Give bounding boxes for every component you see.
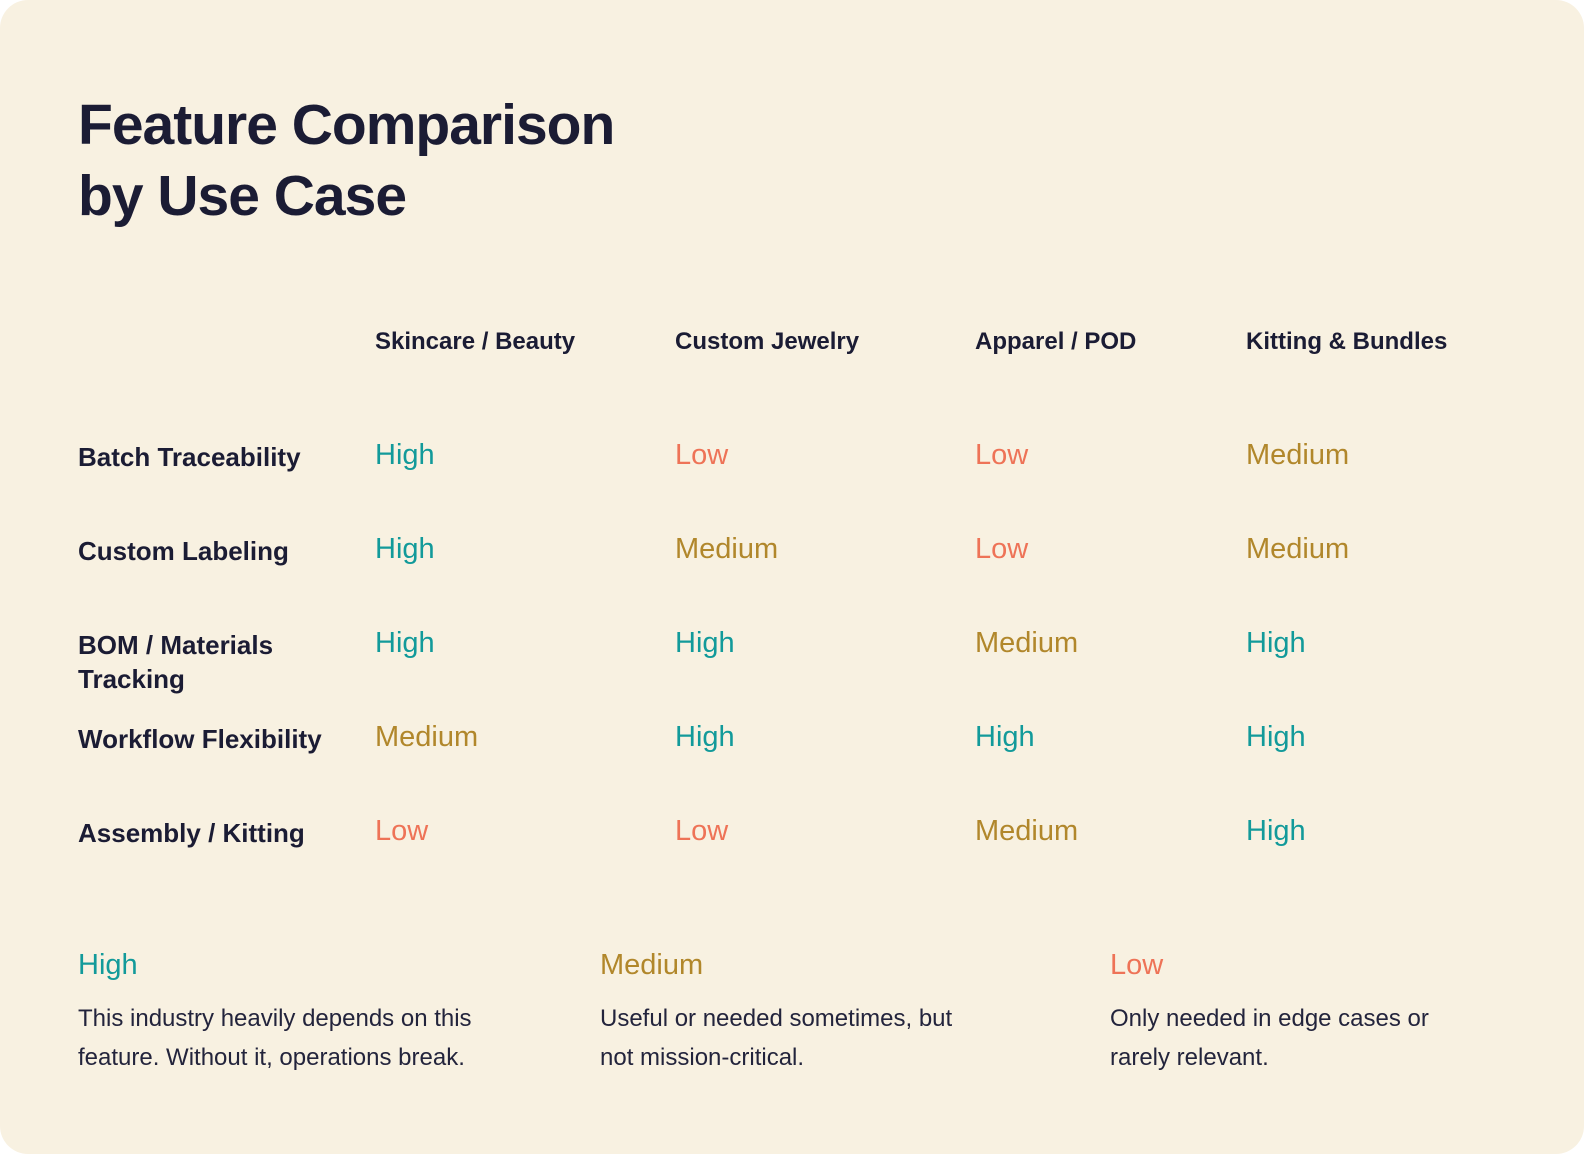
legend-description-low: Only needed in edge cases or rarely rele… (1110, 1005, 1429, 1071)
rating-cell: High (1246, 721, 1306, 753)
rating-cell: Medium (1246, 439, 1350, 471)
page-title-line1: Feature Comparison (78, 93, 615, 157)
column-header-custom-jewelry: Custom Jewelry (675, 328, 860, 355)
rating-legend: High This industry heavily depends on th… (78, 946, 1504, 1077)
legend-level-low: Low (1110, 949, 1164, 981)
legend-item-medium: Medium Useful or needed sometimes, but n… (600, 946, 1110, 1077)
page-title: Feature Comparison by Use Case (78, 0, 1504, 232)
rating-cell: Low (675, 815, 729, 847)
rating-cell: Medium (375, 721, 479, 753)
feature-label: Workflow Flexibility (78, 724, 322, 754)
rating-cell: High (675, 721, 735, 753)
table-row-assembly-kitting: Assembly / Kitting Low Low Medium High (78, 814, 1504, 908)
rating-cell: High (1246, 815, 1306, 847)
rating-cell: High (375, 439, 435, 471)
table-row-workflow-flexibility: Workflow Flexibility Medium High High Hi… (78, 720, 1504, 814)
rating-cell: High (975, 721, 1035, 753)
feature-label: Batch Traceability (78, 442, 301, 472)
rating-cell: Low (675, 439, 729, 471)
rating-cell: Low (375, 815, 429, 847)
rating-cell: High (675, 627, 735, 659)
legend-level-high: High (78, 949, 138, 981)
table-row-batch-traceability: Batch Traceability High Low Low Medium (78, 438, 1504, 532)
legend-description-high: This industry heavily depends on this fe… (78, 1005, 472, 1071)
rating-cell: High (375, 533, 435, 565)
legend-item-low: Low Only needed in edge cases or rarely … (1110, 946, 1504, 1077)
rating-cell: Medium (975, 627, 1079, 659)
table-header-row: Skincare / Beauty Custom Jewelry Apparel… (78, 328, 1504, 438)
rating-cell: High (1246, 627, 1306, 659)
legend-item-high: High This industry heavily depends on th… (78, 946, 600, 1077)
feature-label: Custom Labeling (78, 536, 289, 566)
comparison-table: Skincare / Beauty Custom Jewelry Apparel… (78, 328, 1504, 908)
feature-label: Assembly / Kitting (78, 818, 305, 848)
rating-cell: Low (975, 533, 1029, 565)
table-row-custom-labeling: Custom Labeling High Medium Low Medium (78, 532, 1504, 626)
table-row-bom-materials-tracking: BOM / Materials Tracking High High Mediu… (78, 626, 1504, 720)
rating-cell: High (375, 627, 435, 659)
rating-cell: Medium (1246, 533, 1350, 565)
column-header-skincare-beauty: Skincare / Beauty (375, 328, 576, 355)
rating-cell: Medium (675, 533, 779, 565)
legend-description-medium: Useful or needed sometimes, but not miss… (600, 1005, 953, 1071)
legend-level-medium: Medium (600, 949, 704, 981)
feature-label: BOM / Materials Tracking (78, 630, 274, 694)
rating-cell: Medium (975, 815, 1079, 847)
page-title-line2: by Use Case (78, 164, 407, 228)
column-header-apparel-pod: Apparel / POD (975, 328, 1137, 355)
column-header-kitting-bundles: Kitting & Bundles (1246, 328, 1448, 355)
rating-cell: Low (975, 439, 1029, 471)
